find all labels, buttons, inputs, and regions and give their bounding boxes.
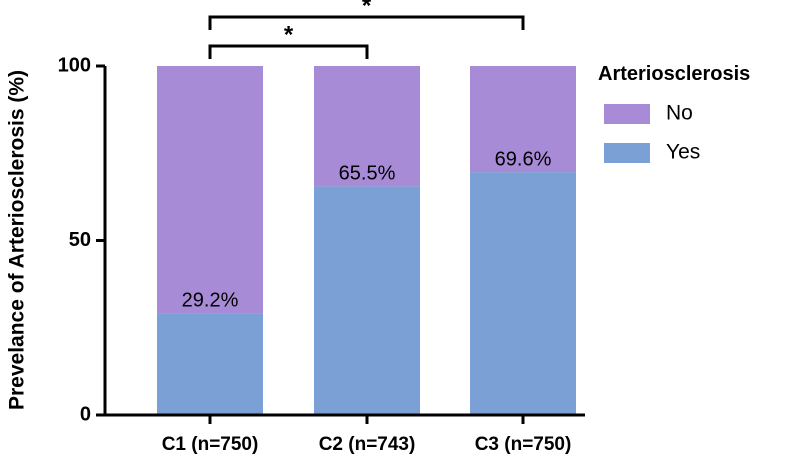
significance-brackets: ** <box>208 0 525 59</box>
legend-swatch-no <box>604 104 650 124</box>
legend-label-no: No <box>666 102 693 125</box>
bar-no-c1 <box>157 66 263 314</box>
data-label-c1: 29.2% <box>182 289 239 311</box>
bars-group <box>157 66 576 415</box>
significance-bracket-2 <box>208 15 525 30</box>
significance-star-1: * <box>284 21 294 48</box>
legend-label-yes: Yes <box>666 141 700 164</box>
bar-yes-c1 <box>157 313 263 415</box>
y-tick-label-100: 100 <box>58 54 91 76</box>
data-label-c3: 69.6% <box>495 148 552 170</box>
significance-bracket-1 <box>208 44 369 59</box>
data-labels-group: 29.2% 65.5% 69.6% <box>182 148 552 311</box>
legend: Arteriosclerosis No Yes <box>598 63 750 164</box>
category-label-c3: C3 (n=750) <box>475 434 572 455</box>
y-ticks-group: 0 50 100 <box>58 54 105 425</box>
bar-no-c3 <box>470 66 576 173</box>
data-label-c2: 65.5% <box>339 163 396 185</box>
category-label-c1: C1 (n=750) <box>162 434 259 455</box>
y-tick-label-50: 50 <box>69 229 91 251</box>
legend-title: Arteriosclerosis <box>598 63 750 85</box>
significance-star-2: * <box>362 0 372 19</box>
legend-swatch-yes <box>604 143 650 163</box>
category-labels-group: C1 (n=750) C2 (n=743) C3 (n=750) <box>162 415 572 455</box>
y-tick-label-0: 0 <box>80 403 91 425</box>
bar-yes-c3 <box>470 172 576 415</box>
y-axis-label: Prevelance of Arteriosclerosis (%) <box>6 70 29 410</box>
category-label-c2: C2 (n=743) <box>319 434 416 455</box>
bar-no-c2 <box>314 66 420 187</box>
bar-yes-c2 <box>314 186 420 415</box>
